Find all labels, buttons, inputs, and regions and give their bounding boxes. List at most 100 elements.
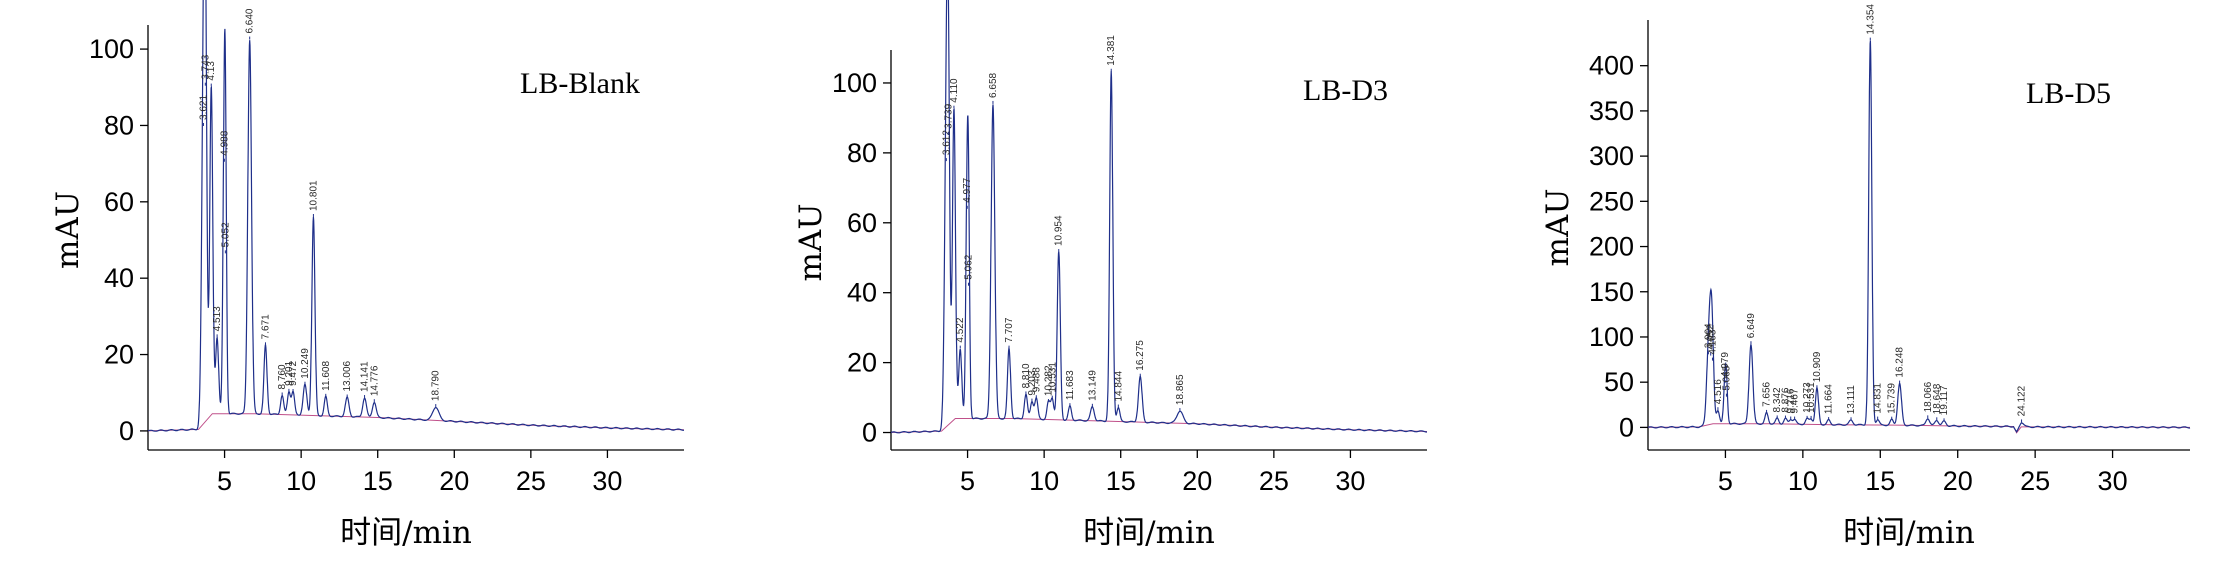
peak-rt-label: 4.110 — [949, 78, 960, 103]
peak-rt-label: 9.467 — [1790, 388, 1801, 413]
peak-rt-label: 6.649 — [1746, 313, 1757, 338]
peak-rt-label: 9.488 — [1031, 367, 1042, 392]
peak-rt-label: 10.909 — [1812, 351, 1823, 382]
x-tick-label: 5 — [217, 466, 232, 496]
peak-rt-label: 14.776 — [369, 365, 380, 396]
peak-rt-label: 16.248 — [1895, 347, 1906, 378]
x-tick-label: 5 — [960, 466, 975, 496]
peak-rt-label: 10.954 — [1054, 215, 1065, 246]
x-tick-label: 30 — [2098, 466, 2128, 496]
y-tick-label: 60 — [104, 187, 134, 217]
peak-rt-label: 13.149 — [1087, 370, 1098, 401]
peak-rt-label: 13.111 — [1846, 385, 1857, 415]
y-tick-label: 40 — [104, 263, 134, 293]
chromatogram-panel-lb-d3: 0 20 40 60 80 100 5 10 15 20 25 30 时间/min mAU LB-D3 3.6… — [743, 0, 1486, 562]
peak-rt-label: 18.066 — [1923, 381, 1934, 412]
y-tick-label: 200 — [1589, 232, 1634, 262]
y-tick-label: 20 — [847, 348, 877, 378]
peak-rt-label: 3.739 — [943, 103, 954, 128]
peak-rt-label: 8.876 — [1780, 387, 1791, 412]
peak-rt-label: 3.612 — [941, 130, 952, 155]
peak-rt-label: 10.531 — [1047, 362, 1058, 393]
sample-label: LB-Blank — [520, 67, 640, 100]
y-tick-label: 150 — [1589, 277, 1634, 307]
peak-rt-label: 8.760 — [277, 364, 288, 389]
peak-rt-label: 14.844 — [1113, 371, 1124, 402]
x-tick-label: 25 — [516, 466, 546, 496]
y-tick-label: 300 — [1589, 141, 1634, 171]
peak-rt-label: 8.810 — [1021, 363, 1032, 388]
peak-rt-label: 5.065 — [1721, 365, 1732, 390]
peak-rt-label: 10.273 — [1802, 382, 1813, 413]
chromatogram-trace — [890, 0, 1427, 434]
peak-rt-label: 7.707 — [1004, 317, 1015, 342]
y-tick-label: 100 — [832, 68, 877, 98]
chromatogram-lb-d5-svg: 0 50 100 150 200 250 300 350 400 5 10 15 20 25 30 时间/mi… — [1540, 4, 2191, 551]
peak-rt-label: 18.648 — [1932, 383, 1943, 414]
peak-rt-label: 4.516 — [1713, 379, 1724, 404]
peak-rt-label: 4.522 — [955, 317, 966, 342]
peak-rt-label: 7.656 — [1762, 381, 1773, 406]
x-tick-label: 20 — [1943, 466, 1973, 496]
baseline-trace — [890, 418, 1428, 433]
peak-rt-label: 9.201 — [284, 360, 295, 385]
x-tick-label: 10 — [286, 466, 316, 496]
peak-rt-label: 10.531 — [1806, 382, 1817, 413]
y-tick-label: 0 — [119, 416, 134, 446]
peak-rt-label: 6.640 — [245, 8, 256, 33]
x-tick-label: 10 — [1029, 466, 1059, 496]
peak-rt-label: 6.658 — [988, 72, 999, 97]
x-tick-label: 30 — [1335, 466, 1365, 496]
x-tick-label: 15 — [363, 466, 393, 496]
x-axis-title: 时间/min — [1843, 515, 1975, 551]
peak-rt-label: 18.790 — [431, 370, 442, 401]
y-tick-label: 40 — [847, 278, 877, 308]
peak-rt-label: 14.381 — [1106, 35, 1117, 66]
peak-rt-label: 11.664 — [1824, 384, 1835, 414]
peak-rt-label: 11.683 — [1065, 370, 1076, 400]
chromatogram-trace — [147, 0, 684, 432]
sample-label: LB-D5 — [2026, 77, 2111, 110]
peak-rt-label: 4.163 — [1707, 329, 1718, 354]
chromatogram-panel-lb-d5: 0 50 100 150 200 250 300 350 400 5 10 15 20 25 30 时间/mi… — [1486, 0, 2230, 562]
peak-rt-label: 10.282 — [1043, 365, 1054, 396]
x-axis-title: 时间/min — [340, 515, 472, 551]
y-tick-label: 80 — [847, 138, 877, 168]
y-tick-label: 20 — [104, 340, 134, 370]
peak-rt-label: 9.203 — [1027, 370, 1038, 395]
peak-rt-label: 4.513 — [212, 306, 223, 331]
y-tick-label: 60 — [847, 208, 877, 238]
x-tick-label: 10 — [1788, 466, 1818, 496]
y-tick-label: 0 — [1619, 412, 1634, 442]
x-tick-label: 5 — [1718, 466, 1733, 496]
y-tick-label: 100 — [1589, 322, 1634, 352]
x-tick-label: 15 — [1865, 466, 1895, 496]
peak-rt-label: 4.979 — [1720, 352, 1731, 377]
peak-rt-label: 19.117 — [1939, 385, 1950, 415]
x-tick-label: 20 — [1182, 466, 1212, 496]
chromatogram-trace — [1647, 40, 2191, 433]
chromatogram-panel-lb-blank: 0 20 40 60 80 100 5 10 15 20 25 30 时间/min mAU LB-Blank… — [0, 0, 743, 562]
x-tick-label: 25 — [2020, 466, 2050, 496]
peak-rt-label: 4.988 — [219, 130, 230, 155]
y-tick-label: 100 — [89, 34, 134, 64]
chromatogram-lb-blank-svg: 0 20 40 60 80 100 5 10 15 20 25 30 时间/min mAU LB-Blank… — [50, 0, 685, 551]
peak-rt-label: 18.865 — [1175, 374, 1186, 405]
peak-rt-label: 10.249 — [300, 348, 311, 379]
peak-rt-label: 5.052 — [220, 222, 231, 247]
chromatogram-lb-d3-svg: 0 20 40 60 80 100 5 10 15 20 25 30 时间/min mAU LB-D3 3.6… — [793, 0, 1428, 551]
y-tick-label: 50 — [1604, 367, 1634, 397]
peak-rt-label: 4.977 — [962, 177, 973, 202]
peak-rt-label: 4.13 — [206, 61, 217, 81]
y-axis-title: mAU — [50, 191, 86, 269]
baseline-trace — [147, 413, 685, 432]
y-tick-label: 400 — [1589, 51, 1634, 81]
baseline-trace — [1647, 423, 2191, 434]
x-tick-label: 30 — [592, 466, 622, 496]
y-tick-label: 80 — [104, 110, 134, 140]
y-axis-title: mAU — [1540, 189, 1576, 267]
y-tick-label: 250 — [1589, 186, 1634, 216]
x-axis-title: 时间/min — [1083, 515, 1215, 551]
peak-rt-label: 14.831 — [1873, 383, 1884, 414]
peak-rt-label: 13.006 — [342, 360, 353, 391]
